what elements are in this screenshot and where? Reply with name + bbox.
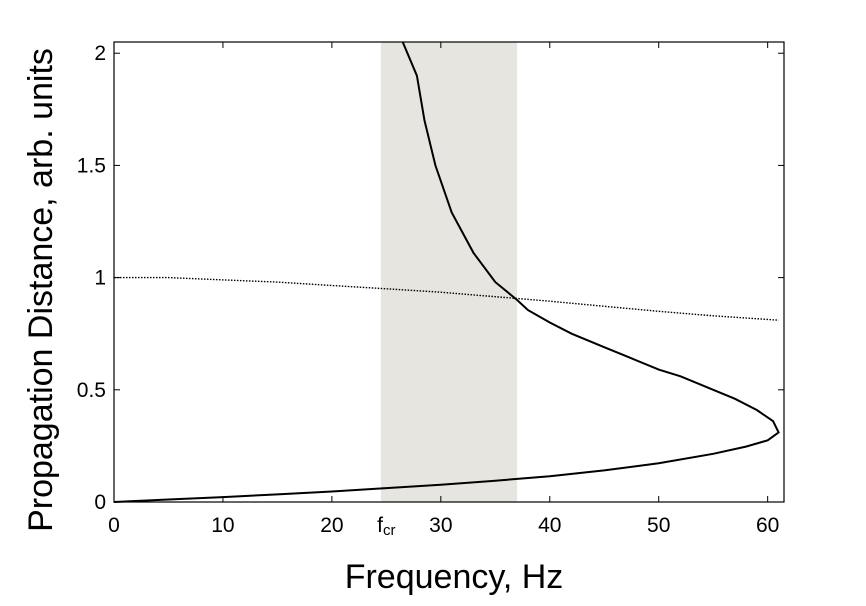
x-tick-label: 60 — [756, 514, 779, 537]
shaded-band — [380, 42, 518, 502]
solid-series-line — [113, 41, 780, 503]
x-tick-label: 30 — [429, 514, 452, 537]
y-tick-label: 1.5 — [77, 154, 106, 177]
x-tick-label: 10 — [211, 514, 234, 537]
x-axis-label: Frequency, Hz — [345, 558, 564, 596]
y-tick-label: 2 — [94, 42, 106, 65]
x-tick-label: 0 — [108, 514, 120, 537]
y-tick-label: 1 — [94, 267, 106, 290]
dotted-series-line — [114, 276, 779, 321]
y-axis-label: Propagation Distance, arb. units — [22, 48, 60, 532]
plot-frame — [113, 41, 785, 503]
y-tick-label: 0.5 — [77, 379, 106, 402]
x-tick-label: 50 — [647, 514, 670, 537]
x-tick-label: 40 — [538, 514, 561, 537]
x-tick-label: 20 — [320, 514, 343, 537]
y-tick-label: 0 — [94, 491, 106, 514]
fcr-annotation: fcr — [377, 514, 395, 539]
